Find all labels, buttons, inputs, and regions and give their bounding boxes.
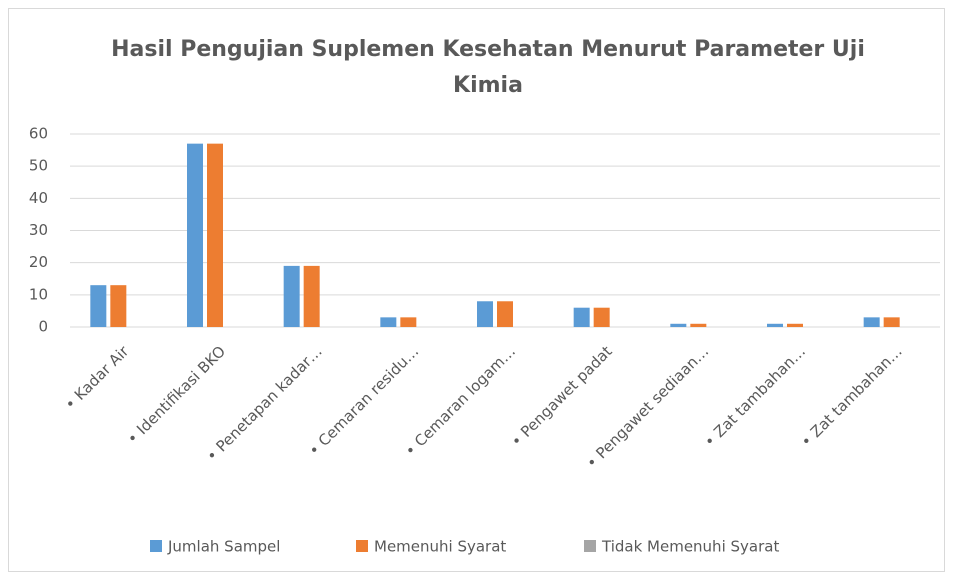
x-tick-label: • Zat tambahan… [797, 342, 905, 450]
bar [303, 265, 320, 327]
bar [573, 307, 590, 327]
legend-swatch [584, 540, 596, 552]
y-tick-label: 10 [29, 285, 48, 303]
legend-swatch [150, 540, 162, 552]
legend-label: Tidak Memenuhi Syarat [601, 538, 779, 556]
chart-title: Hasil Pengujian Suplemen Kesehatan Menur… [111, 37, 865, 98]
y-tick-label: 20 [29, 253, 48, 271]
legend-label: Memenuhi Syarat [374, 538, 506, 556]
x-tick-label: • Zat tambahan… [701, 342, 809, 450]
x-tick-label: • Pengawet padat [507, 342, 615, 450]
bar [497, 301, 513, 327]
chart-frame [8, 8, 945, 572]
bar [187, 143, 203, 327]
bar [90, 285, 107, 327]
x-tick-label: • Kadar Air [61, 342, 133, 414]
x-tick-label: • Cemaran residu… [305, 342, 422, 459]
bar [883, 317, 900, 327]
bar [477, 301, 493, 327]
bar [400, 317, 417, 327]
bar [767, 323, 783, 327]
legend-label: Jumlah Sampel [167, 538, 280, 556]
y-tick-label: 40 [29, 189, 48, 207]
x-tick-label: • Identifikasi BKO [123, 342, 229, 448]
bar [283, 265, 300, 327]
bar [380, 317, 397, 327]
legend-swatch [356, 540, 368, 552]
y-tick-label: 50 [29, 157, 48, 175]
y-tick-label: 60 [29, 125, 48, 143]
bar [593, 307, 610, 327]
y-tick-label: 30 [29, 221, 48, 239]
x-tick-label: • Cemaran logam… [401, 342, 519, 460]
bar [787, 323, 803, 327]
y-tick-label: 0 [38, 318, 48, 336]
bar [110, 285, 127, 327]
bar [690, 323, 707, 327]
bar [670, 323, 687, 327]
bar [863, 317, 880, 327]
bar [207, 143, 223, 327]
